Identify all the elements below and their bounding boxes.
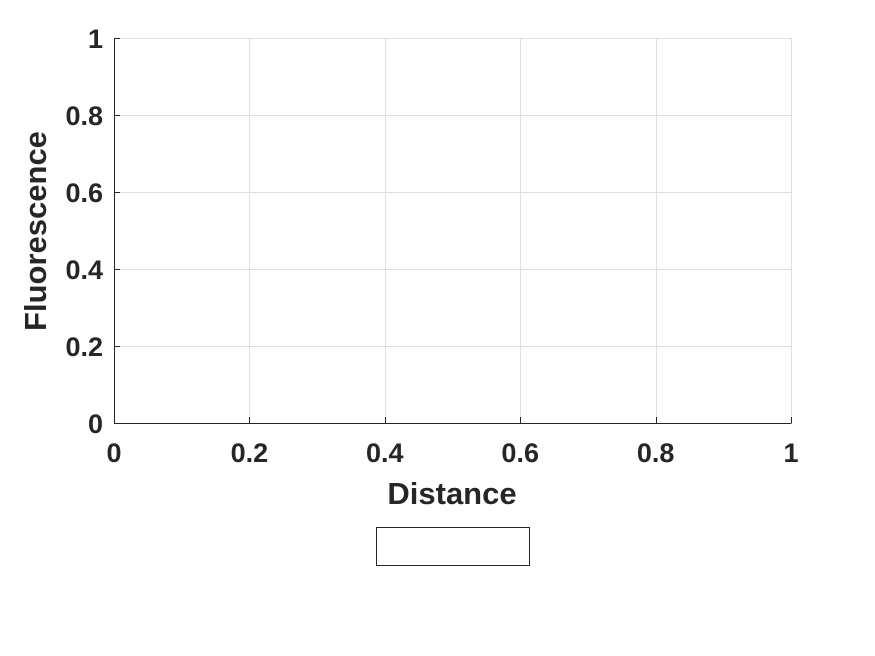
y-tick-label: 1 <box>88 24 103 54</box>
grid <box>114 38 792 424</box>
x-tick-label: 1 <box>783 438 798 468</box>
x-tick-labels: 0 0.2 0.4 0.6 0.8 1 <box>106 438 798 468</box>
x-axis-label: Distance <box>387 476 516 511</box>
y-tick-label: 0.2 <box>65 332 103 362</box>
y-tick-labels: 0 0.2 0.4 0.6 0.8 1 <box>65 24 103 439</box>
axes <box>114 38 792 424</box>
x-tick-label: 0.2 <box>231 438 269 468</box>
legend-box <box>376 527 530 566</box>
x-tick-label: 0.4 <box>366 438 404 468</box>
y-tick-label: 0.8 <box>65 101 103 131</box>
x-tick-label: 0.6 <box>501 438 539 468</box>
x-tick-label: 0.8 <box>637 438 675 468</box>
y-tick-label: 0.6 <box>65 178 103 208</box>
x-tick-label: 0 <box>106 438 121 468</box>
y-axis-label: Fluorescence <box>18 131 53 331</box>
y-tick-label: 0 <box>88 409 103 439</box>
y-tick-label: 0.4 <box>65 255 103 285</box>
